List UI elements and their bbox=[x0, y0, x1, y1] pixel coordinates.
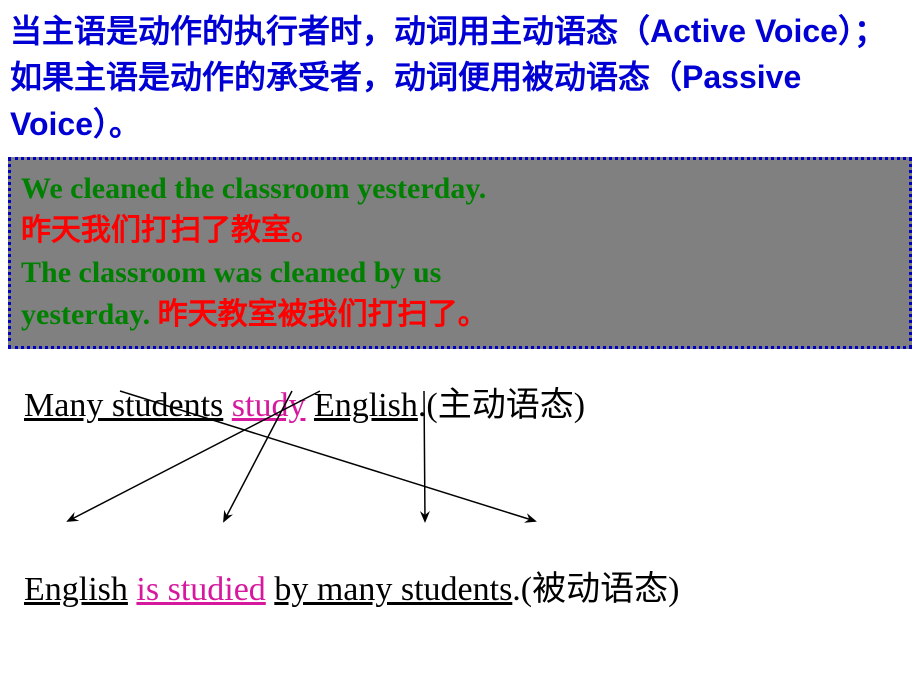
intro-text-1: 当主语是动作的执行者时，动词用主动语态（ bbox=[10, 13, 650, 49]
active-sentence: Many students study English.(主动语态) bbox=[24, 377, 900, 426]
intro-text-3: ）。 bbox=[93, 106, 141, 142]
active-verb: study bbox=[232, 387, 306, 424]
active-object: English bbox=[314, 387, 418, 424]
passive-subject: English bbox=[24, 571, 128, 608]
example2-chinese: 昨天教室被我们打扫了。 bbox=[150, 298, 488, 331]
passive-tag: .(被动语态) bbox=[512, 571, 679, 608]
passive-agent: by many students bbox=[274, 571, 512, 608]
passive-sentence: English is studied by many students.(被动语… bbox=[24, 561, 900, 610]
active-subject: Many students bbox=[24, 387, 223, 424]
example2-english: The classroom was cleaned by us bbox=[21, 256, 441, 289]
passive-verb: is studied bbox=[136, 571, 265, 608]
active-tag: .(主动语态) bbox=[418, 387, 585, 424]
intro-active-voice: Active Voice bbox=[650, 13, 838, 49]
example1-chinese: 昨天我们打扫了教室。 bbox=[21, 214, 321, 247]
diagram-area: Many students study English.(主动语态) Engli… bbox=[0, 349, 920, 610]
intro-paragraph: 当主语是动作的执行者时，动词用主动语态（Active Voice）；如果主语是动… bbox=[0, 0, 920, 153]
example1-english: We cleaned the classroom yesterday. bbox=[21, 172, 486, 205]
example-box: We cleaned the classroom yesterday. 昨天我们… bbox=[8, 157, 912, 349]
example2-english-cont: yesterday. bbox=[21, 298, 150, 331]
